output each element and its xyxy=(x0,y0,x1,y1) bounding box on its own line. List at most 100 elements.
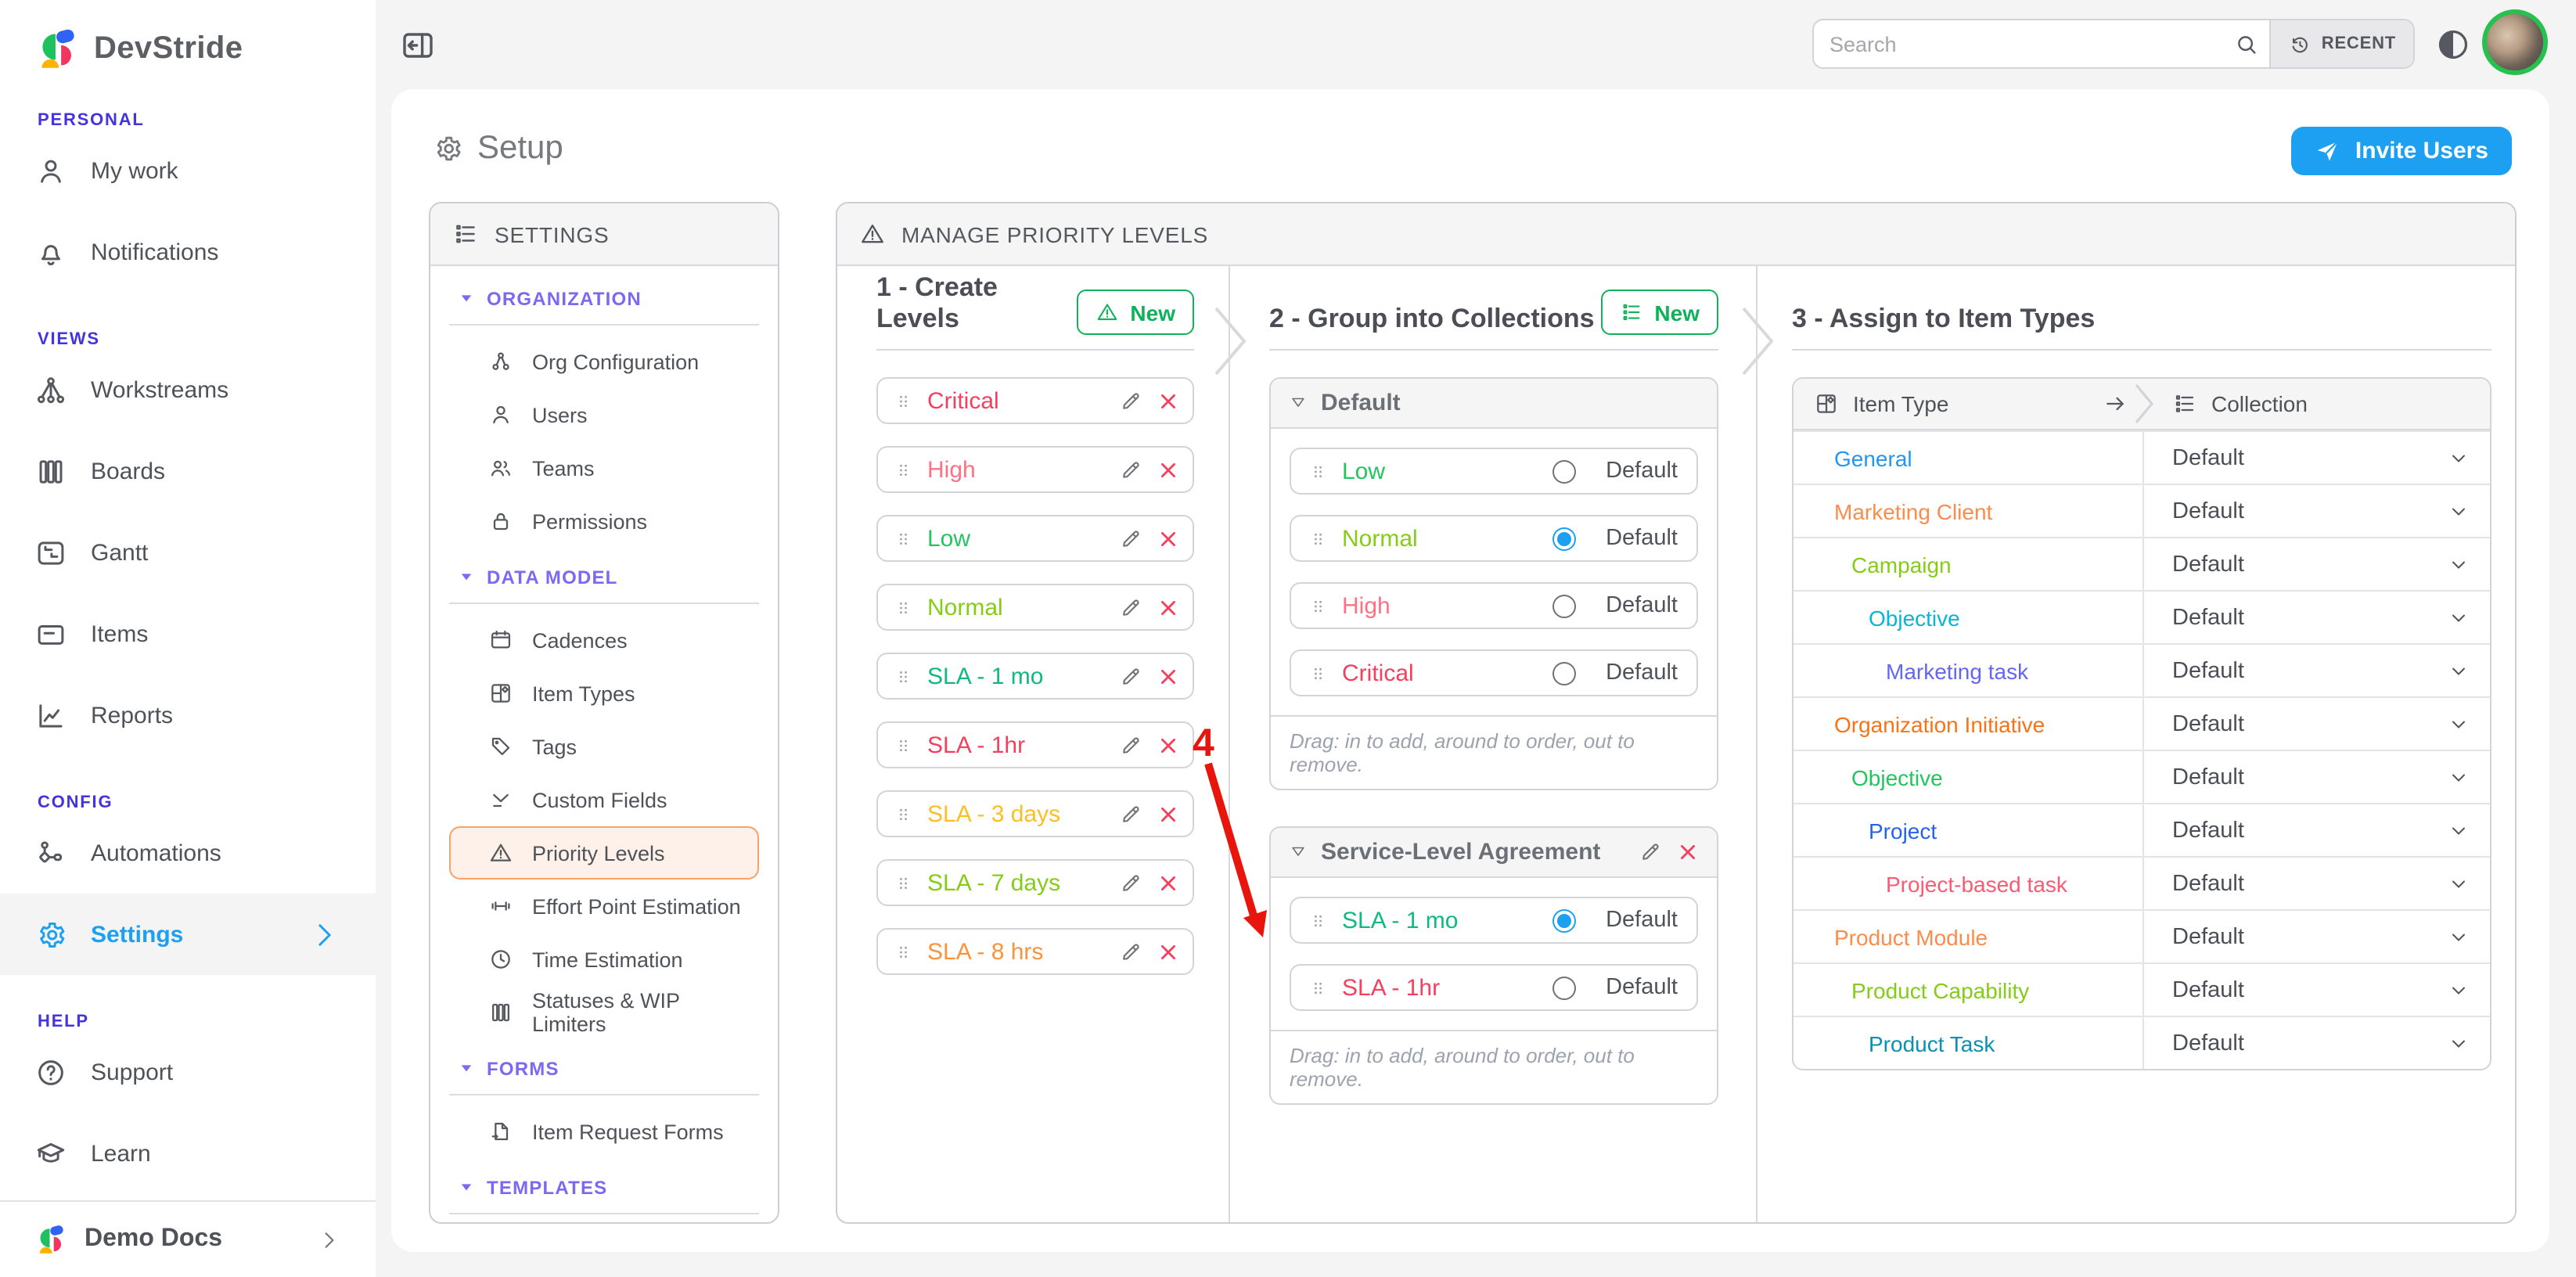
user-avatar[interactable] xyxy=(2482,9,2548,75)
person-icon xyxy=(488,402,513,427)
settings-item-item-types[interactable]: Item Types xyxy=(449,667,759,720)
item-type-name: Marketing task xyxy=(1886,658,2029,683)
caret-fill-icon xyxy=(459,1180,474,1196)
settings-item-tags[interactable]: Tags xyxy=(449,720,759,773)
edit-level-button[interactable] xyxy=(1119,733,1142,757)
settings-item-effort-point-estimation[interactable]: Effort Point Estimation xyxy=(449,880,759,933)
drag-handle-icon[interactable] xyxy=(1310,976,1326,999)
collection-select[interactable]: Default xyxy=(2144,485,2490,537)
app-logo[interactable]: DevStride xyxy=(0,0,376,74)
collection-header-default[interactable]: Default xyxy=(1271,379,1717,429)
settings-item-item-request-forms[interactable]: Item Request Forms xyxy=(449,1105,759,1158)
collection-select[interactable]: Default xyxy=(2144,432,2490,484)
theme-toggle-button[interactable] xyxy=(2434,25,2471,63)
delete-level-button[interactable] xyxy=(1158,528,1178,549)
drag-handle-icon[interactable] xyxy=(895,871,912,894)
settings-item-statuses-wip-limiters[interactable]: Statuses & WIP Limiters xyxy=(449,986,759,1039)
edit-level-button[interactable] xyxy=(1119,871,1142,894)
default-radio[interactable] xyxy=(1552,459,1577,483)
item-type-cell: Campaign xyxy=(1793,538,2144,590)
new-level-button[interactable]: New xyxy=(1077,290,1194,335)
settings-item-custom-fields[interactable]: Custom Fields xyxy=(449,773,759,826)
drag-handle-icon[interactable] xyxy=(1310,527,1326,550)
drag-handle-icon[interactable] xyxy=(1310,594,1326,617)
sidebar-item-workstreams[interactable]: Workstreams xyxy=(0,349,376,430)
collection-select[interactable]: Default xyxy=(2144,964,2490,1016)
sidebar-item-notifications[interactable]: Notifications xyxy=(0,211,376,293)
drag-handle-icon[interactable] xyxy=(1310,908,1326,932)
settings-item-teams[interactable]: Teams xyxy=(449,441,759,495)
sidebar-item-boards[interactable]: Boards xyxy=(0,430,376,512)
edit-level-button[interactable] xyxy=(1119,802,1142,826)
settings-group-header-data-model[interactable]: DATA MODEL xyxy=(459,567,750,588)
drag-handle-icon[interactable] xyxy=(895,802,912,826)
collection-select[interactable]: Default xyxy=(2144,1017,2490,1069)
collection-select[interactable]: Default xyxy=(2144,751,2490,803)
drag-handle-icon[interactable] xyxy=(895,940,912,963)
sidebar-item-learn[interactable]: Learn xyxy=(0,1113,376,1194)
drag-handle-icon[interactable] xyxy=(1310,661,1326,685)
settings-group-header-forms[interactable]: FORMS xyxy=(459,1058,750,1080)
sidebar-item-support[interactable]: Support xyxy=(0,1031,376,1113)
delete-level-button[interactable] xyxy=(1158,459,1178,480)
drag-handle-icon[interactable] xyxy=(895,458,912,481)
default-radio[interactable] xyxy=(1552,908,1577,932)
collection-select[interactable]: Default xyxy=(2144,645,2490,696)
settings-item-priority-levels[interactable]: Priority Levels xyxy=(449,826,759,880)
recent-button[interactable]: RECENT xyxy=(2269,20,2413,67)
search-input[interactable] xyxy=(1814,20,2223,67)
collection-select[interactable]: Default xyxy=(2144,858,2490,909)
collection-select[interactable]: Default xyxy=(2144,538,2490,590)
settings-item-time-estimation[interactable]: Time Estimation xyxy=(449,933,759,986)
delete-level-button[interactable] xyxy=(1158,390,1178,411)
drag-handle-icon[interactable] xyxy=(895,595,912,619)
settings-group-header-templates[interactable]: TEMPLATES xyxy=(459,1177,750,1199)
drag-handle-icon[interactable] xyxy=(895,389,912,412)
collection-header-service-level-agreement[interactable]: Service-Level Agreement xyxy=(1271,828,1717,878)
delete-collection-button[interactable] xyxy=(1678,842,1698,862)
collection-select[interactable]: Default xyxy=(2144,592,2490,643)
sidebar-item-reports[interactable]: Reports xyxy=(0,674,376,756)
sidebar-collapse-button[interactable] xyxy=(398,25,438,66)
sidebar-footer-demo-docs[interactable]: Demo Docs xyxy=(0,1200,376,1277)
default-radio[interactable] xyxy=(1552,661,1577,685)
drag-handle-icon[interactable] xyxy=(895,664,912,688)
sidebar-item-items[interactable]: Items xyxy=(0,593,376,674)
edit-level-button[interactable] xyxy=(1119,458,1142,481)
sidebar-item-gantt[interactable]: Gantt xyxy=(0,512,376,593)
edit-level-button[interactable] xyxy=(1119,527,1142,550)
drag-handle-icon[interactable] xyxy=(1310,459,1326,483)
sidebar-item-automations[interactable]: Automations xyxy=(0,812,376,894)
drag-handle-icon[interactable] xyxy=(895,527,912,550)
caret-open-icon xyxy=(1290,844,1307,861)
delete-level-button[interactable] xyxy=(1158,735,1178,755)
delete-level-button[interactable] xyxy=(1158,804,1178,824)
delete-level-button[interactable] xyxy=(1158,941,1178,962)
settings-item-users[interactable]: Users xyxy=(449,388,759,441)
delete-level-button[interactable] xyxy=(1158,597,1178,617)
edit-level-button[interactable] xyxy=(1119,389,1142,412)
default-radio[interactable] xyxy=(1552,594,1577,617)
new-collection-button[interactable]: New xyxy=(1601,290,1718,335)
edit-level-button[interactable] xyxy=(1119,940,1142,963)
sidebar-item-settings[interactable]: Settings xyxy=(0,894,376,976)
edit-level-button[interactable] xyxy=(1119,595,1142,619)
settings-item-permissions[interactable]: Permissions xyxy=(449,495,759,548)
invite-users-button[interactable]: Invite Users xyxy=(2290,127,2512,175)
delete-level-button[interactable] xyxy=(1158,872,1178,893)
delete-level-button[interactable] xyxy=(1158,666,1178,686)
settings-group-header-organization[interactable]: ORGANIZATION xyxy=(459,288,750,310)
invite-users-label: Invite Users xyxy=(2355,138,2488,164)
settings-item-cadences[interactable]: Cadences xyxy=(449,613,759,667)
default-radio[interactable] xyxy=(1552,976,1577,999)
default-radio[interactable] xyxy=(1552,527,1577,550)
sidebar-sections: PERSONAL My work Notifications VIEWS Workstr… xyxy=(0,111,376,1194)
collection-select[interactable]: Default xyxy=(2144,804,2490,856)
edit-collection-button[interactable] xyxy=(1639,840,1662,864)
collection-select[interactable]: Default xyxy=(2144,911,2490,962)
sidebar-item-my-work[interactable]: My work xyxy=(0,130,376,211)
collection-select[interactable]: Default xyxy=(2144,698,2490,750)
settings-item-org-configuration[interactable]: Org Configuration xyxy=(449,335,759,388)
edit-level-button[interactable] xyxy=(1119,664,1142,688)
drag-handle-icon[interactable] xyxy=(895,733,912,757)
